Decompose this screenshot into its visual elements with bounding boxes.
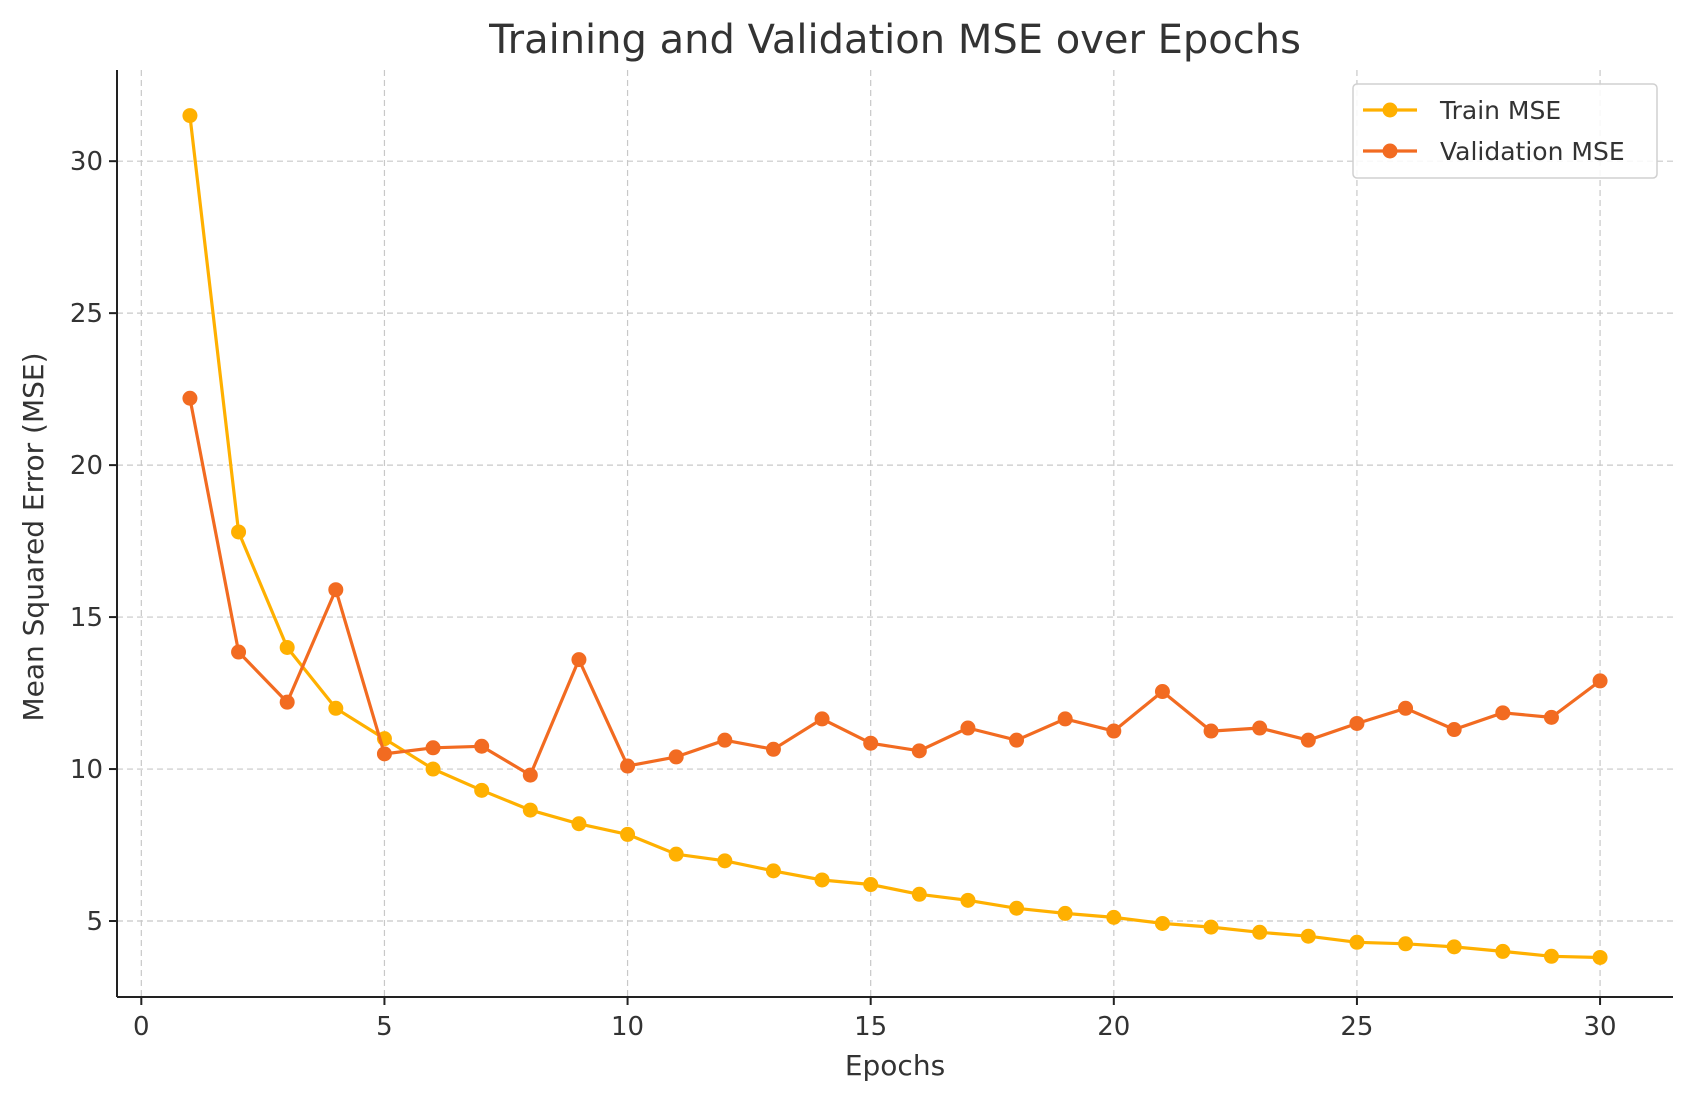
data-point	[231, 524, 247, 540]
x-tick-label: 5	[376, 1012, 393, 1042]
y-tick-label: 30	[70, 147, 103, 177]
legend-label: Train MSE	[1439, 96, 1561, 125]
data-point	[571, 816, 587, 832]
series-train-mse	[182, 108, 1608, 965]
data-point	[1203, 919, 1219, 935]
x-tick-label: 0	[133, 1012, 150, 1042]
data-point	[960, 720, 976, 736]
y-tick-label: 5	[86, 907, 103, 937]
data-point	[1543, 948, 1559, 964]
series-validation-mse	[182, 390, 1608, 783]
data-point	[1057, 711, 1073, 727]
data-point	[1398, 700, 1414, 716]
data-point	[1349, 715, 1365, 731]
data-point	[182, 108, 198, 124]
y-tick-label: 15	[70, 603, 103, 633]
data-point	[814, 711, 830, 727]
x-tick-label: 15	[854, 1012, 887, 1042]
data-point	[620, 758, 636, 774]
data-point	[474, 782, 490, 798]
data-point	[279, 639, 295, 655]
data-point	[1154, 915, 1170, 931]
data-point	[425, 740, 441, 756]
chart-title: Training and Validation MSE over Epochs	[488, 17, 1301, 63]
data-point	[522, 802, 538, 818]
data-point	[911, 743, 927, 759]
y-axis-label: Mean Squared Error (MSE)	[17, 352, 50, 721]
data-point	[620, 826, 636, 842]
data-point	[1349, 934, 1365, 950]
x-tick-label: 30	[1584, 1012, 1617, 1042]
data-point	[668, 846, 684, 862]
data-point	[1592, 949, 1608, 965]
data-point	[1446, 939, 1462, 955]
data-point	[1300, 928, 1316, 944]
y-tick-label: 25	[70, 299, 103, 329]
data-point	[1398, 936, 1414, 952]
data-point	[1252, 720, 1268, 736]
data-point	[1203, 723, 1219, 739]
data-point	[1592, 673, 1608, 689]
data-point	[1543, 709, 1559, 725]
data-point	[717, 853, 733, 869]
data-point	[474, 738, 490, 754]
data-point	[231, 644, 247, 660]
data-point	[328, 582, 344, 598]
x-tick-label: 20	[1097, 1012, 1130, 1042]
data-point	[1009, 900, 1025, 916]
legend: Train MSE Validation MSE	[1352, 83, 1658, 179]
data-point	[522, 767, 538, 783]
series-line	[188, 113, 1602, 960]
series-layer	[182, 108, 1608, 965]
legend-swatch-marker	[1382, 143, 1398, 159]
legend-label: Validation MSE	[1440, 137, 1625, 166]
data-point	[765, 863, 781, 879]
data-point	[571, 652, 587, 668]
data-point	[863, 877, 879, 893]
y-tick-label: 10	[70, 755, 103, 785]
data-point	[668, 749, 684, 765]
data-point	[328, 700, 344, 716]
data-point	[1300, 732, 1316, 748]
data-point	[1154, 684, 1170, 700]
data-point	[1252, 924, 1268, 940]
data-point	[911, 886, 927, 902]
grid	[117, 70, 1673, 997]
data-point	[376, 746, 392, 762]
data-point	[1106, 723, 1122, 739]
data-point	[1495, 943, 1511, 959]
data-point	[717, 732, 733, 748]
data-point	[863, 735, 879, 751]
data-point	[814, 872, 830, 888]
y-tick-label: 20	[70, 451, 103, 481]
data-point	[765, 741, 781, 757]
data-point	[1009, 732, 1025, 748]
data-point	[1057, 905, 1073, 921]
data-point	[1495, 705, 1511, 721]
legend-swatch-marker	[1382, 102, 1398, 118]
x-tick-label: 25	[1340, 1012, 1373, 1042]
data-point	[960, 892, 976, 908]
data-point	[279, 694, 295, 710]
data-point	[425, 761, 441, 777]
legend-box	[1352, 83, 1658, 179]
x-tick-label: 10	[611, 1012, 644, 1042]
x-axis-label: Epochs	[845, 1049, 945, 1082]
data-point	[182, 390, 198, 406]
series-line	[188, 396, 1602, 777]
data-point	[1106, 909, 1122, 925]
data-point	[1446, 722, 1462, 738]
axes: 0 5 10 15 20 25 30 5 10 15 20 25 30	[70, 70, 1673, 1042]
